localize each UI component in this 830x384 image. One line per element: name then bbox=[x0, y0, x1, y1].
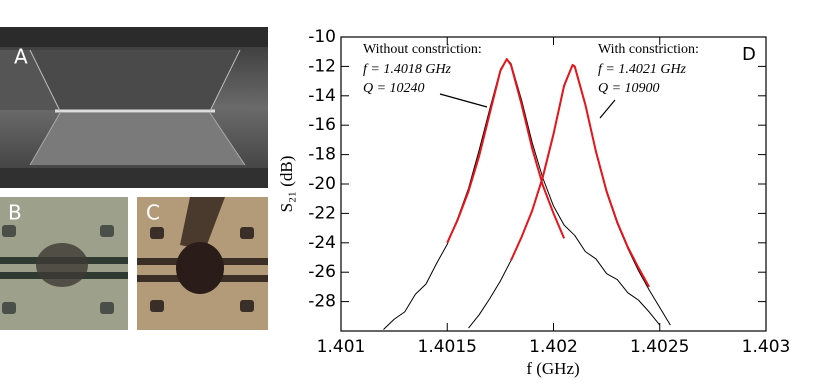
y-tick-label: -14 bbox=[308, 86, 336, 106]
annotation: Q = 10240 bbox=[363, 81, 425, 96]
y-tick-label: -28 bbox=[308, 292, 336, 312]
series-line bbox=[446, 58, 566, 244]
y-tick-label: -16 bbox=[308, 115, 336, 135]
y-tick-label: -12 bbox=[308, 56, 336, 76]
y-axis-label: S₂₁ (dB) bbox=[277, 156, 296, 213]
y-tick-label: -22 bbox=[308, 203, 336, 223]
annotation: With constriction: bbox=[598, 42, 699, 57]
y-tick-label: -20 bbox=[308, 174, 336, 194]
leader-line bbox=[439, 93, 488, 108]
y-tick-label: -26 bbox=[308, 262, 336, 282]
y-tick-label: -24 bbox=[308, 233, 336, 253]
annotation: f = 1.4021 GHz bbox=[598, 62, 687, 77]
x-tick-label: 1.4015 bbox=[418, 337, 477, 357]
panel-label: C bbox=[146, 201, 160, 225]
x-tick-label: 1.401 bbox=[317, 337, 366, 357]
x-tick-label: 1.403 bbox=[742, 337, 791, 357]
plot-area bbox=[383, 58, 671, 330]
x-axis-label: f (GHz) bbox=[526, 359, 579, 378]
series-line bbox=[383, 58, 661, 330]
x-tick-label: 1.4025 bbox=[630, 337, 689, 357]
photo-c: C bbox=[137, 197, 268, 330]
photo-b: B bbox=[0, 197, 128, 330]
panel-label: A bbox=[14, 45, 28, 69]
series-line bbox=[510, 63, 650, 288]
series-line bbox=[468, 64, 671, 329]
y-tick-label: -18 bbox=[308, 145, 336, 165]
annotation: Q = 10900 bbox=[598, 81, 660, 96]
photo-a: A bbox=[0, 27, 268, 188]
annotation: f = 1.4018 GHz bbox=[363, 62, 452, 77]
panel-label: D bbox=[742, 44, 756, 65]
y-tick-label: -10 bbox=[308, 27, 336, 47]
panel-label: B bbox=[8, 201, 22, 225]
x-tick-label: 1.402 bbox=[529, 337, 578, 357]
leader-line bbox=[599, 99, 616, 119]
annotation: Without constriction: bbox=[363, 42, 482, 57]
